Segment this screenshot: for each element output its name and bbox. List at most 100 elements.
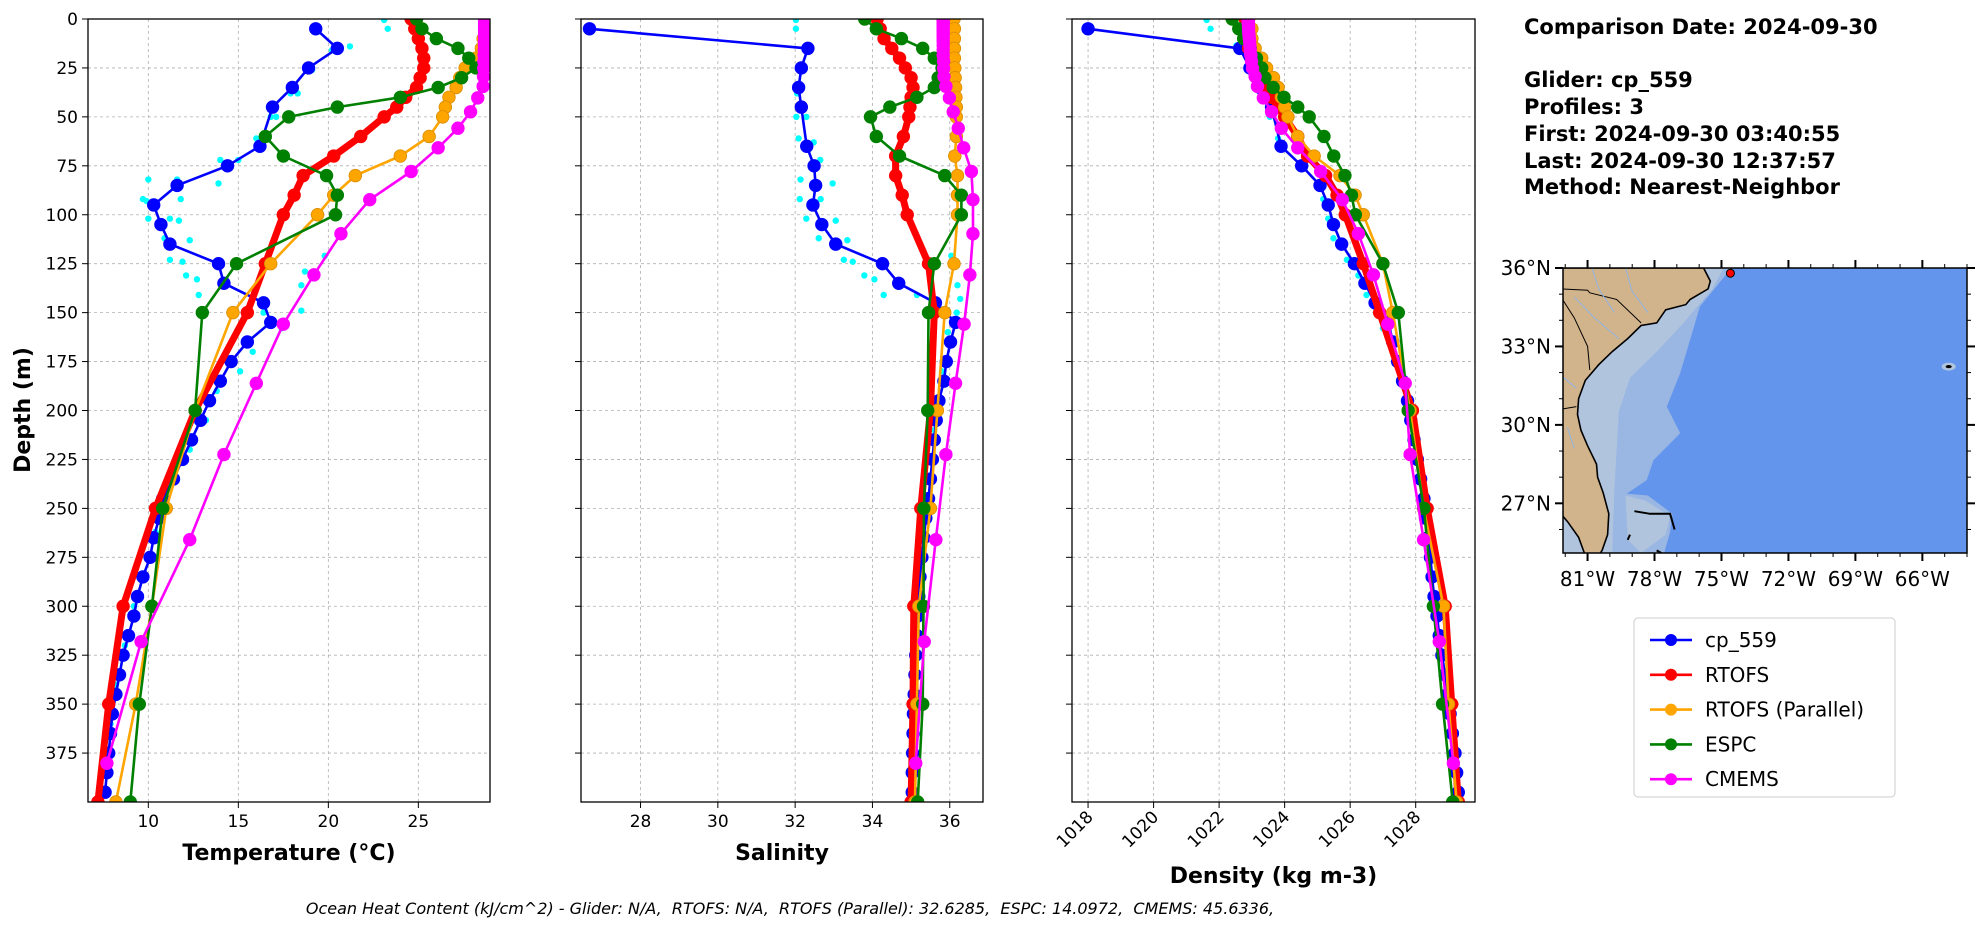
data-point (156, 501, 170, 516)
data-point (422, 129, 436, 144)
data-point (1321, 198, 1335, 212)
glider-profile-point (844, 236, 851, 244)
data-point (954, 188, 969, 202)
x-tick-label: 1024 (1249, 807, 1294, 852)
data-point (966, 192, 980, 207)
data-point (938, 305, 952, 320)
data-point (393, 90, 408, 105)
data-point (948, 376, 963, 390)
glider-profile-point (298, 307, 305, 314)
data-point (476, 79, 490, 94)
data-point (946, 105, 960, 119)
data-point (892, 149, 907, 163)
panel-temperature: 10 15 20 2502550751001251501752002252502753… (46, 10, 491, 866)
data-point (869, 129, 884, 144)
data-point (883, 100, 897, 114)
lon-tick-label: 81°W (1560, 567, 1615, 591)
data-point (1294, 159, 1309, 173)
data-point (276, 208, 291, 222)
data-point (921, 403, 935, 418)
y-tick-label: 375 (46, 744, 78, 764)
x-tick-label: 34 (862, 812, 884, 832)
legend-entry: CMEMS (1650, 767, 1779, 791)
lon-tick-label: 66°W (1895, 567, 1950, 591)
glider-profile-point (832, 217, 839, 224)
data-point (927, 80, 941, 95)
data-point (1266, 80, 1280, 95)
data-point (183, 532, 197, 547)
y-tick-label: 175 (46, 353, 78, 373)
legend-label: CMEMS (1705, 767, 1779, 791)
data-point (815, 217, 829, 232)
y-tick-label: 0 (67, 10, 78, 30)
y-tick-label: 50 (56, 108, 78, 128)
glider-profile-point (384, 25, 391, 32)
legend-marker (1665, 773, 1677, 786)
data-point (894, 31, 909, 46)
state-border (1563, 288, 1642, 324)
x-tick-label: 1020 (1118, 807, 1163, 852)
profile-count: Profiles: 3 (1524, 95, 1645, 120)
x-tick-label: 32 (784, 812, 806, 832)
data-point (966, 227, 980, 241)
legend-marker (1665, 634, 1677, 646)
glider-profile-point (795, 135, 802, 142)
axes-frame (87, 18, 491, 803)
data-point (896, 129, 911, 144)
x-tick-label: 10 (137, 812, 159, 832)
data-point (892, 51, 907, 65)
glider-profile-point (849, 258, 856, 265)
comparison-date: Comparison Date: 2024-09-30 (1524, 15, 1878, 39)
data-point (1351, 227, 1366, 241)
data-point (463, 105, 478, 119)
map-frame (1562, 267, 1968, 554)
data-point (917, 501, 931, 516)
data-point (1391, 305, 1406, 320)
y-tick-label: 350 (46, 695, 78, 715)
data-point (1291, 141, 1305, 155)
data-point (328, 208, 343, 222)
glider-profile-point (829, 180, 836, 187)
location-map: 36°N 33°N 30°N 27°N 81°W 78°W 75°W 72°W 69°W 66°W (1501, 256, 1975, 591)
data-point (794, 100, 809, 114)
bahamas-bank (1625, 495, 1671, 553)
data-point (163, 237, 177, 251)
glider-profile-point (793, 113, 800, 121)
data-point (800, 139, 814, 153)
lon-tick-label: 72°W (1761, 567, 1816, 591)
data-point (363, 192, 377, 207)
x-tick-label: 36 (939, 812, 961, 832)
data-point (309, 22, 323, 36)
glider-profile-point (346, 43, 354, 50)
lat-tick-label: 36°N (1501, 256, 1551, 280)
data-point (1446, 756, 1461, 770)
data-point (143, 550, 157, 565)
glider-profile-point (175, 217, 183, 224)
data-point (938, 168, 952, 183)
data-point (951, 121, 965, 135)
data-point (249, 376, 264, 390)
data-point (902, 110, 916, 124)
data-point (1334, 237, 1349, 251)
data-point (888, 168, 903, 183)
data-point (909, 756, 923, 770)
data-point (963, 268, 977, 282)
data-point (229, 256, 244, 271)
glider-profile-point (871, 276, 878, 283)
data-point (942, 91, 957, 105)
data-point (1338, 168, 1352, 183)
data-point (1307, 149, 1321, 163)
data-point (917, 634, 931, 649)
data-point (431, 141, 445, 155)
glider-profile-point (817, 195, 824, 203)
glider-profile-point (260, 309, 267, 316)
glider-profile-point (797, 176, 804, 183)
lat-tick-label: 33°N (1501, 334, 1551, 358)
river (1625, 268, 1649, 313)
data-point (471, 91, 485, 105)
comparison-info: Comparison Date: 2024-09-30 Glider: cp_5… (1524, 14, 1878, 201)
plot-area (1081, 19, 1465, 802)
data-point (327, 149, 341, 163)
lon-tick-label: 78°W (1627, 567, 1682, 591)
data-point (1376, 256, 1390, 271)
